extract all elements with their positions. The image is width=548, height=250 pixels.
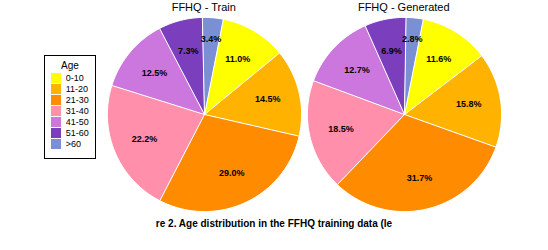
html-text:FFHQ - Train: FFHQ - Train [171,1,236,13]
html-text:41-50: 41-50 [65,116,89,127]
svg-text:29.0%: 29.0% [219,168,245,178]
html-text:51-60: 51-60 [65,127,89,138]
svg-text:11.0%: 11.0% [225,54,250,64]
html-text:re 2. Age distribution in the: re 2. Age distribution in the FFHQ train… [155,218,393,229]
html-text:FFHQ - Generated: FFHQ - Generated [357,1,450,13]
html-text:>60: >60 [65,138,81,149]
html-text:21-30: 21-30 [65,94,89,105]
svg-text:2.8%: 2.8% [402,34,423,44]
svg-text:31.7%: 31.7% [406,173,432,183]
svg-text:12.7%: 12.7% [344,65,370,75]
html-text:Age: Age [61,59,79,71]
html-text:11-20: 11-20 [65,83,89,94]
svg-text:12.5%: 12.5% [142,68,168,78]
svg-text:3.4%: 3.4% [200,34,221,44]
html-text:0-10: 0-10 [65,72,84,83]
svg-text:22.2%: 22.2% [131,134,157,144]
svg-text:18.5%: 18.5% [328,124,354,134]
html-text:31-40: 31-40 [65,105,89,116]
svg-text:14.5%: 14.5% [255,94,281,104]
svg-text:15.8%: 15.8% [456,99,482,109]
svg-text:6.9%: 6.9% [381,46,402,56]
svg-text:11.6%: 11.6% [426,54,451,64]
svg-text:7.3%: 7.3% [178,46,199,56]
